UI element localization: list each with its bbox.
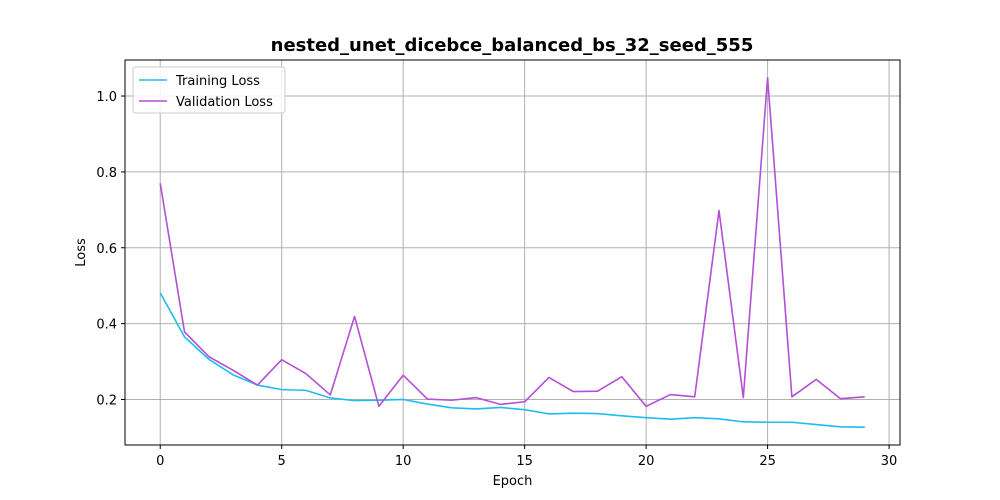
series-line-1 (159, 77, 865, 408)
y-tick-label: 0.8 (96, 166, 117, 181)
x-tick-label: 25 (759, 454, 776, 469)
x-tick-label: 20 (638, 454, 655, 469)
y-axis-label: Loss (74, 238, 89, 267)
legend: Training Loss Validation Loss (132, 66, 286, 114)
x-tick-label: 30 (881, 454, 898, 469)
legend-box (132, 66, 286, 114)
legend-entry: Training Loss (175, 74, 260, 89)
axis-ticks: 0 5 10 15 20 25 30 0.2 0.4 0.6 0.8 1.0 (96, 90, 897, 469)
x-tick-label: 10 (395, 454, 412, 469)
x-tick-label: 0 (156, 454, 164, 469)
chart-title: nested_unet_dicebce_balanced_bs_32_seed_… (271, 35, 754, 56)
y-tick-label: 0.2 (96, 393, 117, 408)
x-tick-label: 5 (278, 454, 286, 469)
y-tick-label: 1.0 (96, 90, 117, 105)
y-tick-label: 0.4 (96, 318, 117, 333)
series-line-0 (159, 292, 865, 428)
y-tick-label: 0.6 (96, 242, 117, 257)
plot-frame (124, 59, 901, 446)
x-axis-label: Epoch (493, 474, 533, 489)
x-tick-label: 15 (516, 454, 533, 469)
series-lines (159, 77, 865, 428)
legend-entry: Validation Loss (176, 95, 273, 110)
grid-lines (125, 60, 900, 445)
